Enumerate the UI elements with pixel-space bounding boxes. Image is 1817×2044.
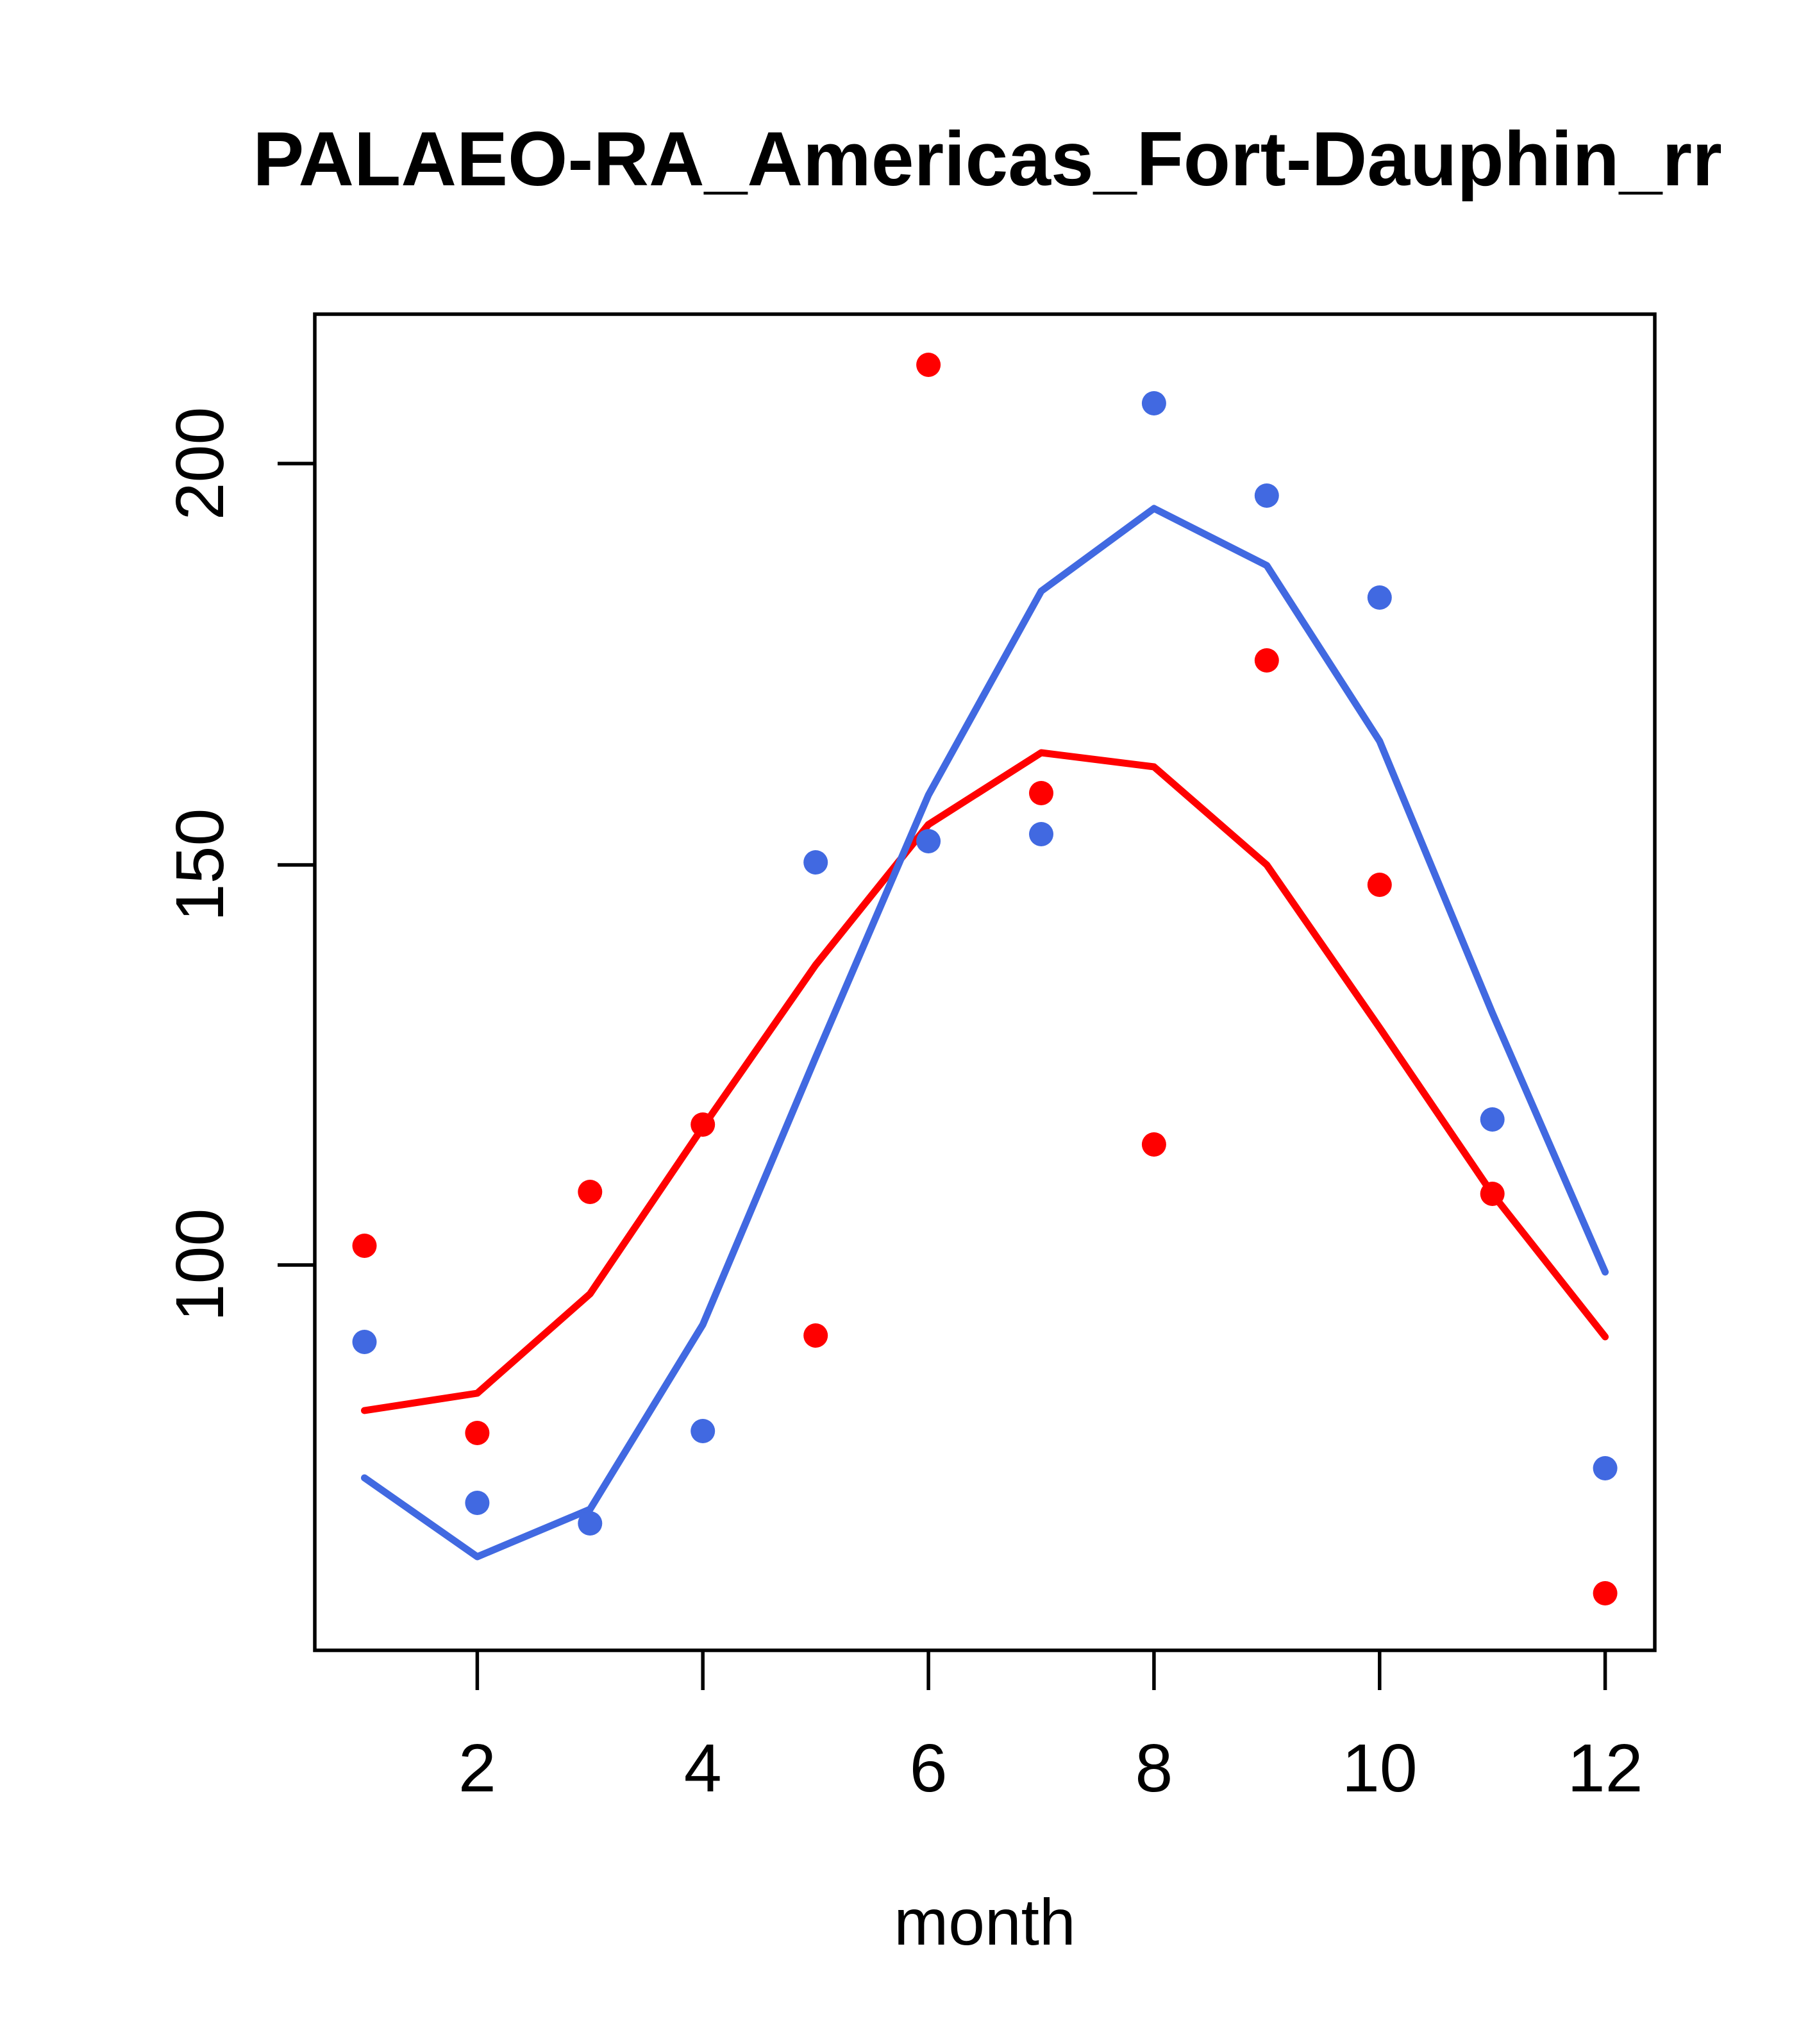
svg-text:12: 12 <box>1568 1730 1643 1806</box>
svg-text:month: month <box>894 1886 1076 1959</box>
svg-text:10: 10 <box>1342 1730 1418 1806</box>
svg-text:150: 150 <box>162 808 238 922</box>
svg-text:2: 2 <box>458 1730 496 1806</box>
svg-text:PALAEO-RA_Americas_Fort-Dauphi: PALAEO-RA_Americas_Fort-Dauphin_rr <box>253 116 1722 202</box>
svg-text:8: 8 <box>1135 1730 1173 1806</box>
svg-text:4: 4 <box>684 1730 722 1806</box>
svg-text:200: 200 <box>162 407 238 521</box>
svg-text:100: 100 <box>162 1209 238 1322</box>
svg-text:6: 6 <box>910 1730 948 1806</box>
